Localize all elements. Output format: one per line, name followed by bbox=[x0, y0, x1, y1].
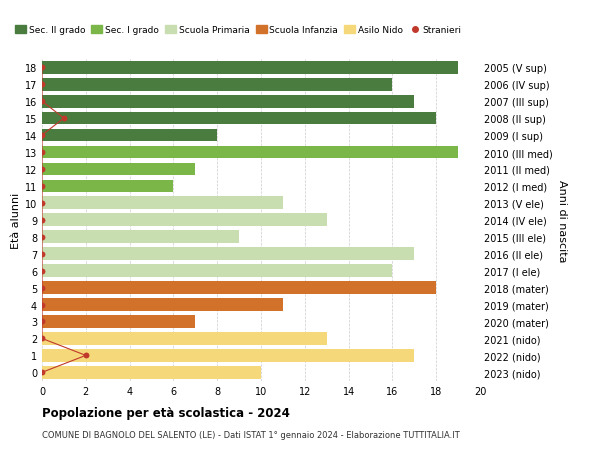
Bar bbox=[42, 129, 217, 142]
Bar bbox=[42, 146, 458, 159]
Point bbox=[37, 98, 47, 106]
Point bbox=[37, 369, 47, 376]
Bar bbox=[42, 78, 392, 91]
Point bbox=[37, 64, 47, 72]
Point bbox=[37, 81, 47, 89]
Legend: Sec. II grado, Sec. I grado, Scuola Primaria, Scuola Infanzia, Asilo Nido, Stran: Sec. II grado, Sec. I grado, Scuola Prim… bbox=[11, 22, 466, 39]
Bar bbox=[42, 282, 436, 294]
Point bbox=[37, 251, 47, 258]
Point bbox=[59, 115, 69, 123]
Bar bbox=[42, 231, 239, 244]
Bar bbox=[42, 62, 458, 74]
Bar bbox=[42, 95, 415, 108]
Point bbox=[37, 166, 47, 173]
Point bbox=[37, 132, 47, 140]
Y-axis label: Età alunni: Età alunni bbox=[11, 192, 20, 248]
Point bbox=[37, 284, 47, 291]
Bar bbox=[42, 349, 415, 362]
Point bbox=[37, 335, 47, 342]
Point bbox=[37, 200, 47, 207]
Bar bbox=[42, 248, 415, 260]
Bar bbox=[42, 315, 196, 328]
Bar bbox=[42, 332, 327, 345]
Point bbox=[81, 352, 91, 359]
Text: Popolazione per età scolastica - 2024: Popolazione per età scolastica - 2024 bbox=[42, 406, 290, 419]
Y-axis label: Anni di nascita: Anni di nascita bbox=[557, 179, 567, 262]
Text: COMUNE DI BAGNOLO DEL SALENTO (LE) - Dati ISTAT 1° gennaio 2024 - Elaborazione T: COMUNE DI BAGNOLO DEL SALENTO (LE) - Dat… bbox=[42, 430, 460, 439]
Point bbox=[37, 301, 47, 308]
Bar bbox=[42, 180, 173, 193]
Point bbox=[37, 234, 47, 241]
Bar bbox=[42, 197, 283, 210]
Bar bbox=[42, 265, 392, 277]
Point bbox=[37, 149, 47, 157]
Point bbox=[37, 268, 47, 275]
Point bbox=[37, 183, 47, 190]
Point bbox=[37, 318, 47, 325]
Bar bbox=[42, 366, 261, 379]
Bar bbox=[42, 298, 283, 311]
Bar bbox=[42, 163, 196, 176]
Point bbox=[37, 217, 47, 224]
Bar bbox=[42, 112, 436, 125]
Bar bbox=[42, 214, 327, 227]
